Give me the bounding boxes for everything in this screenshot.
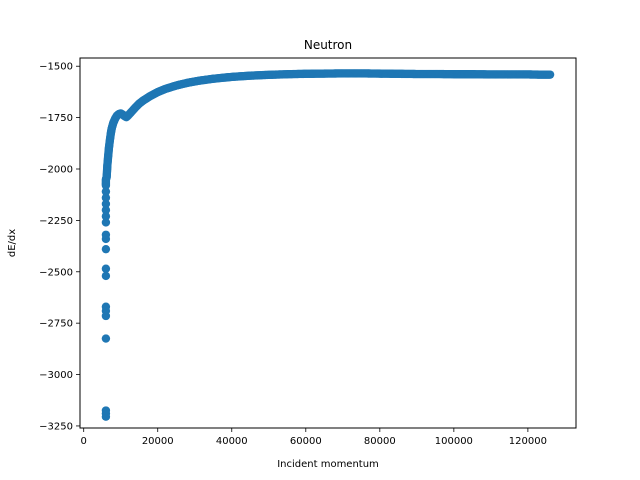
data-point: [101, 334, 111, 343]
chart-title: Neutron: [304, 38, 352, 52]
y-axis-ticks: −1500 −1750 −2000 −2250 −2500 −2750 −3000 −3250: [39, 62, 80, 432]
data-point: [545, 70, 555, 79]
y-tick-label: −2000: [39, 165, 73, 176]
x-tick-label: 120000: [509, 436, 547, 447]
y-tick-label: −2500: [39, 267, 73, 278]
data-point: [101, 271, 111, 281]
y-axis-label: dE/dx: [7, 229, 18, 257]
data-point: [101, 199, 111, 209]
data-point: [101, 187, 111, 196]
y-tick-label: −2750: [39, 319, 73, 330]
plot-frame: [79, 57, 577, 429]
data-point: [101, 406, 111, 415]
x-tick-label: 100000: [435, 436, 473, 447]
y-tick-label: −1500: [39, 62, 73, 73]
x-tick-label: 40000: [216, 436, 248, 447]
data-point: [101, 264, 111, 273]
x-axis-label: Incident momentum: [277, 459, 379, 470]
x-axis-ticks: 0 20000 40000 60000 80000 100000 120000: [81, 428, 547, 447]
data-point: [101, 302, 111, 311]
data-points: [101, 69, 555, 421]
data-point: [101, 230, 111, 239]
x-tick-label: 0: [81, 436, 87, 447]
x-tick-label: 80000: [364, 436, 396, 447]
data-point: [101, 205, 111, 215]
y-tick-label: −2250: [39, 216, 73, 227]
x-tick-label: 20000: [142, 436, 174, 447]
data-point: [101, 218, 111, 227]
data-point: [101, 244, 111, 254]
x-tick-label: 60000: [290, 436, 322, 447]
data-point: [101, 193, 111, 202]
data-point: [101, 212, 111, 221]
y-tick-label: −3250: [39, 421, 73, 432]
y-tick-label: −1750: [39, 113, 73, 124]
y-tick-label: −3000: [39, 370, 73, 381]
